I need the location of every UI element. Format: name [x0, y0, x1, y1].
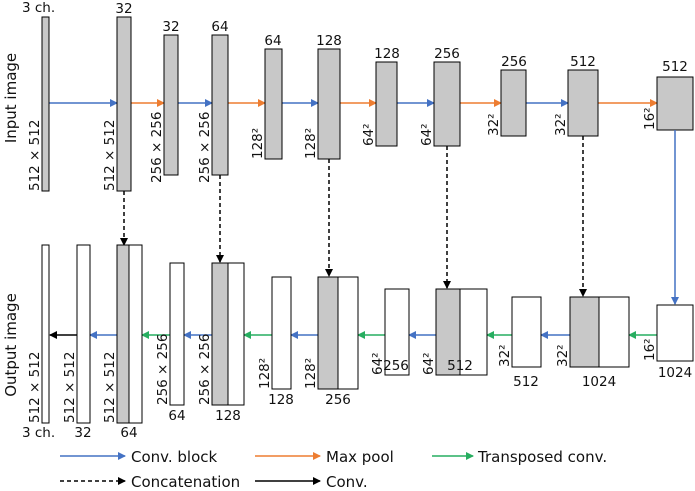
concat-block-up — [598, 296, 630, 368]
size-label: 32² — [553, 113, 569, 136]
channel-label: 64 — [211, 19, 228, 35]
encoder-block — [375, 61, 398, 147]
size-label: 64² — [419, 123, 435, 146]
legend: Conv. block Max pool Transposed conv. Co… — [60, 448, 607, 491]
concat-block-up — [227, 262, 245, 406]
size-label: 128² — [257, 358, 273, 389]
encoder-block — [264, 48, 283, 160]
channel-label: 64 — [120, 425, 137, 441]
encoder-block — [116, 16, 132, 192]
size-label: 256 × 256 — [155, 334, 171, 405]
size-label: 256 × 256 — [197, 334, 213, 405]
concat-block-up — [459, 288, 488, 376]
size-label: 64² — [370, 352, 386, 375]
channel-label: 1024 — [658, 365, 692, 381]
encoder-block — [163, 34, 179, 176]
concat-block-skip — [435, 288, 461, 376]
size-label: 512 × 512 — [102, 352, 118, 423]
size-label: 256 × 256 — [149, 112, 165, 183]
size-label: 16² — [642, 107, 658, 130]
channel-label: 3 ch. — [22, 0, 55, 16]
channel-label: 256 — [325, 392, 351, 408]
decoder-block — [511, 296, 542, 368]
size-label: 256 × 256 — [197, 112, 213, 183]
decoder-block — [384, 288, 410, 376]
encoder-block — [433, 61, 461, 147]
legend-concatenation-label: Concatenation — [131, 473, 240, 491]
channel-label: 512 — [570, 54, 596, 70]
channel-label: 128 — [374, 46, 400, 62]
channel-label: 128 — [268, 392, 294, 408]
channel-label: 64 — [264, 33, 281, 49]
channel-label: 128 — [215, 408, 241, 424]
decoder-block — [656, 304, 694, 362]
encoder-block — [211, 34, 229, 176]
size-label: 64² — [421, 352, 437, 375]
channel-label: 512 — [662, 59, 688, 75]
size-label: 16² — [642, 338, 658, 361]
channel-label: 32 — [74, 425, 91, 441]
size-label: 512 × 512 — [102, 120, 118, 191]
size-label: 32² — [497, 344, 513, 367]
channel-label: 256 — [501, 54, 527, 70]
legend-conv-block-label: Conv. block — [131, 448, 218, 466]
output-row-title: Output image — [2, 293, 20, 397]
legend-transposed-conv-label: Transposed conv. — [477, 448, 607, 466]
legend-conv-label: Conv. — [326, 473, 368, 491]
channel-label: 512 — [513, 374, 539, 390]
size-label: 32² — [486, 113, 502, 136]
size-label: 32² — [555, 344, 571, 367]
encoder-block — [317, 48, 341, 160]
skip-connections — [120, 130, 679, 305]
concat-block-skip — [317, 276, 339, 390]
decoder-block-output — [41, 244, 50, 424]
encoder-block — [567, 69, 599, 137]
concat-block-up — [337, 276, 359, 390]
concat-block-up — [128, 244, 143, 424]
decoder-row: 3 ch. 32 64 64 128 128 256 256 512 512 1… — [22, 244, 694, 441]
encoder-row: 3 ch. 32 32 64 64 128 128 256 256 512 51… — [22, 0, 694, 192]
channel-label: 32 — [115, 1, 132, 17]
channel-label: 3 ch. — [22, 425, 55, 441]
size-label: 128² — [303, 128, 319, 159]
channel-label: 64 — [168, 408, 185, 424]
channel-label: 1024 — [582, 374, 616, 390]
encoder-block — [500, 69, 527, 137]
channel-label: 512 — [447, 358, 473, 374]
size-label: 128² — [250, 128, 266, 159]
channel-label: 256 — [434, 46, 460, 62]
concat-block-skip — [569, 296, 600, 368]
decoder-block — [271, 276, 292, 390]
channel-label: 256 — [383, 358, 409, 374]
decoder-block — [169, 262, 185, 406]
size-label: 512 × 512 — [27, 120, 43, 191]
encoder-block — [656, 76, 694, 131]
concat-block-skip — [211, 262, 229, 406]
channel-label: 32 — [162, 19, 179, 35]
size-label: 512 × 512 — [27, 352, 43, 423]
input-row-title: Input image — [2, 53, 20, 143]
size-label: 128² — [303, 358, 319, 389]
size-label: 64² — [361, 123, 377, 146]
size-label: 512 × 512 — [62, 352, 78, 423]
encoder-block-input — [41, 16, 50, 192]
decoder-block — [76, 244, 91, 424]
concat-block-skip — [116, 244, 130, 424]
legend-max-pool-label: Max pool — [326, 448, 394, 466]
channel-label: 128 — [316, 33, 342, 49]
